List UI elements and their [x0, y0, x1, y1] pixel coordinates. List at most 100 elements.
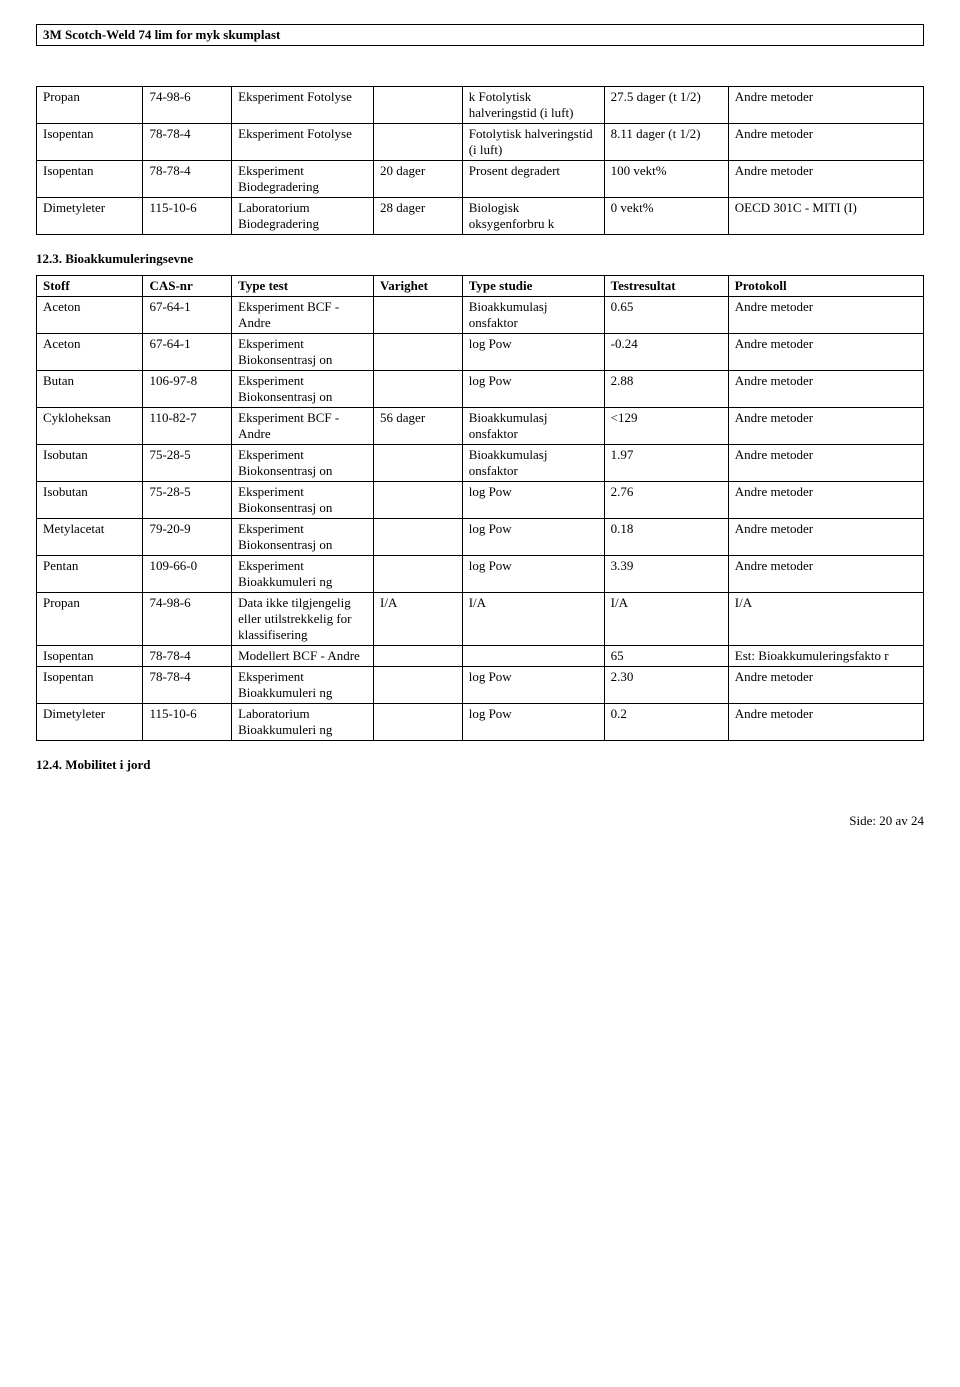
cell-result: 0 vekt%	[604, 198, 728, 235]
table-row: Propan 74-98-6 Data ikke tilgjengelig el…	[37, 593, 924, 646]
table2-body: Aceton 67-64-1 Eksperiment BCF - Andre B…	[37, 297, 924, 741]
cell-result: 27.5 dager (t 1/2)	[604, 87, 728, 124]
cell-studie: log Pow	[462, 556, 604, 593]
cell-result: 3.39	[604, 556, 728, 593]
table-row: Isobutan 75-28-5 Eksperiment Biokonsentr…	[37, 445, 924, 482]
cell-type: Data ikke tilgjengelig eller utilstrekke…	[232, 593, 374, 646]
cell-type: Laboratorium Biodegradering	[232, 198, 374, 235]
cell-protokoll: Andre metoder	[728, 445, 923, 482]
cell-studie: Bioakkumulasj onsfaktor	[462, 408, 604, 445]
cell-result: 2.88	[604, 371, 728, 408]
table-row: Isopentan 78-78-4 Modellert BCF - Andre …	[37, 646, 924, 667]
cell-type: Eksperiment Bioakkumuleri ng	[232, 556, 374, 593]
cell-studie: Prosent degradert	[462, 161, 604, 198]
cell-type: Laboratorium Bioakkumuleri ng	[232, 704, 374, 741]
col-header-stoff: Stoff	[37, 276, 143, 297]
cell-type: Eksperiment Biokonsentrasj on	[232, 482, 374, 519]
cell-stoff: Cykloheksan	[37, 408, 143, 445]
cell-studie: Bioakkumulasj onsfaktor	[462, 445, 604, 482]
cell-stoff: Isobutan	[37, 482, 143, 519]
cell-cas: 109-66-0	[143, 556, 232, 593]
cell-cas: 74-98-6	[143, 87, 232, 124]
cell-varighet: 56 dager	[374, 408, 463, 445]
cell-varighet	[374, 482, 463, 519]
cell-result: -0.24	[604, 334, 728, 371]
cell-varighet: I/A	[374, 593, 463, 646]
cell-type: Eksperiment Biokonsentrasj on	[232, 445, 374, 482]
cell-studie: I/A	[462, 593, 604, 646]
cell-result: <129	[604, 408, 728, 445]
cell-protokoll: Andre metoder	[728, 667, 923, 704]
cell-studie: log Pow	[462, 519, 604, 556]
cell-type: Modellert BCF - Andre	[232, 646, 374, 667]
table-biodegradering: Propan 74-98-6 Eksperiment Fotolyse k Fo…	[36, 86, 924, 235]
table-row: Isopentan 78-78-4 Eksperiment Fotolyse F…	[37, 124, 924, 161]
cell-cas: 78-78-4	[143, 667, 232, 704]
table-bioakkumulering: Stoff CAS-nr Type test Varighet Type stu…	[36, 275, 924, 741]
cell-stoff: Butan	[37, 371, 143, 408]
cell-stoff: Isobutan	[37, 445, 143, 482]
cell-varighet	[374, 519, 463, 556]
cell-stoff: Isopentan	[37, 667, 143, 704]
cell-stoff: Metylacetat	[37, 519, 143, 556]
cell-result: 65	[604, 646, 728, 667]
cell-cas: 78-78-4	[143, 124, 232, 161]
col-header-protokoll: Protokoll	[728, 276, 923, 297]
table-row: Cykloheksan 110-82-7 Eksperiment BCF - A…	[37, 408, 924, 445]
cell-type: Eksperiment Biokonsentrasj on	[232, 371, 374, 408]
section-heading-123: 12.3. Bioakkumuleringsevne	[36, 251, 924, 267]
col-header-varighet: Varighet	[374, 276, 463, 297]
section-heading-124: 12.4. Mobilitet i jord	[36, 757, 924, 773]
cell-result: 2.76	[604, 482, 728, 519]
cell-stoff: Dimetyleter	[37, 704, 143, 741]
cell-studie: log Pow	[462, 704, 604, 741]
cell-type: Eksperiment Biokonsentrasj on	[232, 519, 374, 556]
cell-protokoll: Andre metoder	[728, 371, 923, 408]
cell-protokoll: Andre metoder	[728, 408, 923, 445]
cell-protokoll: Andre metoder	[728, 161, 923, 198]
table-row: Isopentan 78-78-4 Eksperiment Biodegrade…	[37, 161, 924, 198]
cell-cas: 67-64-1	[143, 297, 232, 334]
cell-protokoll: Andre metoder	[728, 124, 923, 161]
cell-varighet	[374, 334, 463, 371]
cell-result: 0.18	[604, 519, 728, 556]
table-row: Pentan 109-66-0 Eksperiment Bioakkumuler…	[37, 556, 924, 593]
cell-studie	[462, 646, 604, 667]
cell-type: Eksperiment Biokonsentrasj on	[232, 334, 374, 371]
cell-stoff: Isopentan	[37, 124, 143, 161]
cell-type: Eksperiment BCF - Andre	[232, 297, 374, 334]
cell-studie: Biologisk oksygenforbru k	[462, 198, 604, 235]
cell-studie: log Pow	[462, 667, 604, 704]
cell-cas: 75-28-5	[143, 482, 232, 519]
cell-result: I/A	[604, 593, 728, 646]
cell-cas: 78-78-4	[143, 161, 232, 198]
cell-type: Eksperiment Fotolyse	[232, 87, 374, 124]
cell-cas: 74-98-6	[143, 593, 232, 646]
cell-type: Eksperiment Biodegradering	[232, 161, 374, 198]
cell-studie: Fotolytisk halveringstid (i luft)	[462, 124, 604, 161]
cell-type: Eksperiment Bioakkumuleri ng	[232, 667, 374, 704]
table-row: Dimetyleter 115-10-6 Laboratorium Biodeg…	[37, 198, 924, 235]
table-header-row: Stoff CAS-nr Type test Varighet Type stu…	[37, 276, 924, 297]
cell-result: 100 vekt%	[604, 161, 728, 198]
cell-varighet: 28 dager	[374, 198, 463, 235]
cell-cas: 110-82-7	[143, 408, 232, 445]
document-title: 3M Scotch-Weld 74 lim for myk skumplast	[43, 27, 280, 42]
cell-result: 8.11 dager (t 1/2)	[604, 124, 728, 161]
cell-cas: 115-10-6	[143, 198, 232, 235]
cell-varighet	[374, 87, 463, 124]
cell-studie: Bioakkumulasj onsfaktor	[462, 297, 604, 334]
cell-result: 1.97	[604, 445, 728, 482]
cell-stoff: Propan	[37, 593, 143, 646]
table-row: Aceton 67-64-1 Eksperiment BCF - Andre B…	[37, 297, 924, 334]
cell-cas: 106-97-8	[143, 371, 232, 408]
table-row: Dimetyleter 115-10-6 Laboratorium Bioakk…	[37, 704, 924, 741]
cell-stoff: Propan	[37, 87, 143, 124]
cell-varighet	[374, 667, 463, 704]
cell-protokoll: Andre metoder	[728, 519, 923, 556]
table-row: Isobutan 75-28-5 Eksperiment Biokonsentr…	[37, 482, 924, 519]
cell-varighet	[374, 646, 463, 667]
cell-protokoll: Est: Bioakkumuleringsfakto r	[728, 646, 923, 667]
cell-stoff: Pentan	[37, 556, 143, 593]
cell-stoff: Dimetyleter	[37, 198, 143, 235]
